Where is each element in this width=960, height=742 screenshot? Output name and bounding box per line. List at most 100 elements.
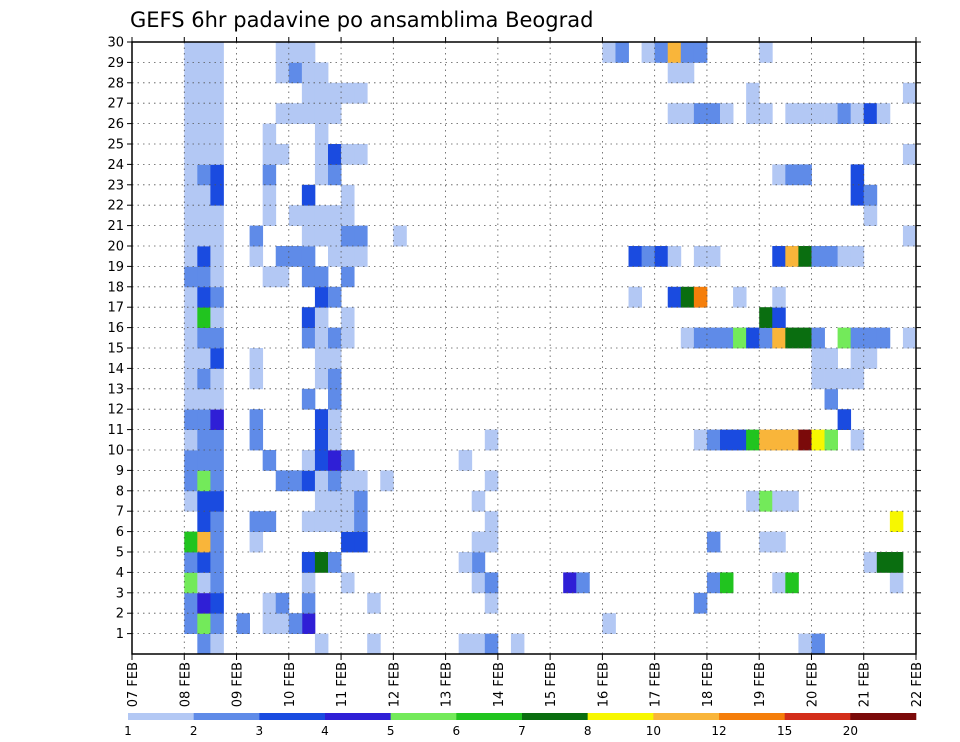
heatmap-cell [785, 246, 799, 267]
heatmap-cell [210, 633, 224, 655]
heatmap-cell [341, 82, 355, 104]
heatmap-cell [876, 552, 891, 573]
heatmap-cell [654, 42, 669, 63]
heatmap-cell [471, 531, 486, 553]
heatmap-cell [811, 327, 825, 349]
heatmap-cell [210, 552, 224, 573]
heatmap-cell [328, 429, 342, 451]
heatmap-cell [314, 307, 329, 328]
heatmap-cell [811, 429, 825, 451]
heatmap-cell [706, 327, 721, 349]
heatmap-cell [288, 246, 303, 267]
heatmap-cell [785, 429, 799, 451]
heatmap-cell [785, 490, 799, 512]
heatmap-cell [510, 633, 525, 655]
heatmap-cell [275, 246, 290, 267]
heatmap-cell [863, 205, 878, 226]
heatmap-cell [746, 82, 760, 104]
heatmap-cell [275, 62, 290, 84]
heatmap-cell [693, 429, 708, 451]
heatmap-cell [772, 327, 786, 349]
y-tick-label: 5 [116, 546, 124, 561]
heatmap-cell [197, 82, 211, 104]
y-tick-label: 25 [107, 138, 124, 153]
heatmap-cell [210, 42, 224, 63]
heatmap-cell [693, 103, 708, 124]
heatmap-cell [197, 266, 211, 288]
colorbar-swatch [259, 713, 326, 720]
heatmap-cell [314, 470, 329, 492]
heatmap-cell [301, 246, 316, 267]
heatmap-cell [341, 307, 355, 328]
heatmap-cell [341, 144, 355, 165]
heatmap-cell [197, 633, 211, 655]
heatmap-cell [563, 572, 577, 594]
heatmap-cell [314, 82, 329, 104]
y-tick-label: 22 [107, 199, 124, 214]
heatmap-cell [197, 429, 211, 451]
heatmap-cell [484, 470, 499, 492]
heatmap-cell [314, 552, 329, 573]
heatmap-cell [210, 388, 224, 410]
heatmap-cell [184, 327, 198, 349]
heatmap-cell [275, 470, 290, 492]
colorbar-label: 6 [453, 724, 461, 738]
heatmap-cell [354, 225, 368, 247]
heatmap-cell [798, 327, 812, 349]
heatmap-cell [693, 592, 708, 614]
heatmap-cell [210, 286, 224, 308]
heatmap-cell [197, 470, 211, 492]
heatmap-cell [184, 348, 198, 369]
heatmap-cell [706, 572, 721, 594]
y-tick-label: 24 [107, 158, 124, 173]
colorbar-swatch [653, 713, 720, 720]
heatmap-cell [811, 368, 825, 390]
heatmap-cell [850, 348, 865, 369]
colorbar: 1 2 3 4 5 6 7 8 10 12 15 20 [124, 713, 917, 738]
x-tick-label: 07 FEB [126, 662, 141, 707]
heatmap-cell [837, 103, 852, 124]
heatmap-cell [706, 103, 721, 124]
heatmap-cell [354, 490, 368, 512]
heatmap-cell [328, 490, 342, 512]
heatmap-cell [341, 225, 355, 247]
x-tick-label: 18 FEB [701, 662, 716, 707]
colorbar-swatch [850, 713, 917, 720]
x-tick-label: 17 FEB [649, 662, 664, 707]
heatmap-cell [184, 225, 198, 247]
heatmap-cell [837, 327, 852, 349]
heatmap-cell [314, 164, 329, 186]
heatmap-cell [288, 470, 303, 492]
heatmap-cell [693, 327, 708, 349]
heatmap-cell [328, 164, 342, 186]
heatmap-cell [902, 144, 917, 165]
heatmap-cell [876, 103, 891, 124]
heatmap-cell [301, 184, 316, 206]
heatmap-cell [811, 633, 825, 655]
heatmap-cell [275, 144, 290, 165]
x-tick-label: 21 FEB [858, 662, 873, 707]
heatmap-cell [184, 286, 198, 308]
heatmap-cell [197, 388, 211, 410]
heatmap-cell [314, 633, 329, 655]
heatmap-cell [341, 327, 355, 349]
heatmap-cell [354, 531, 368, 553]
heatmap-cell [184, 307, 198, 328]
x-tick-label: 16 FEB [596, 662, 611, 707]
heatmap-cell [197, 327, 211, 349]
y-tick-label: 3 [116, 586, 124, 601]
heatmap-cell [210, 82, 224, 104]
heatmap-cell [236, 613, 250, 634]
heatmap-cell [772, 307, 786, 328]
heatmap-cell [262, 450, 277, 471]
heatmap-cell [341, 205, 355, 226]
heatmap-cell [641, 42, 656, 63]
heatmap-cell [680, 327, 695, 349]
heatmap-cell [811, 246, 825, 267]
colorbar-swatch [522, 713, 588, 720]
heatmap-cell [667, 42, 682, 63]
heatmap-cell [484, 572, 499, 594]
heatmap-cell [367, 592, 381, 614]
heatmap-cell [693, 286, 708, 308]
heatmap-cell [328, 327, 342, 349]
